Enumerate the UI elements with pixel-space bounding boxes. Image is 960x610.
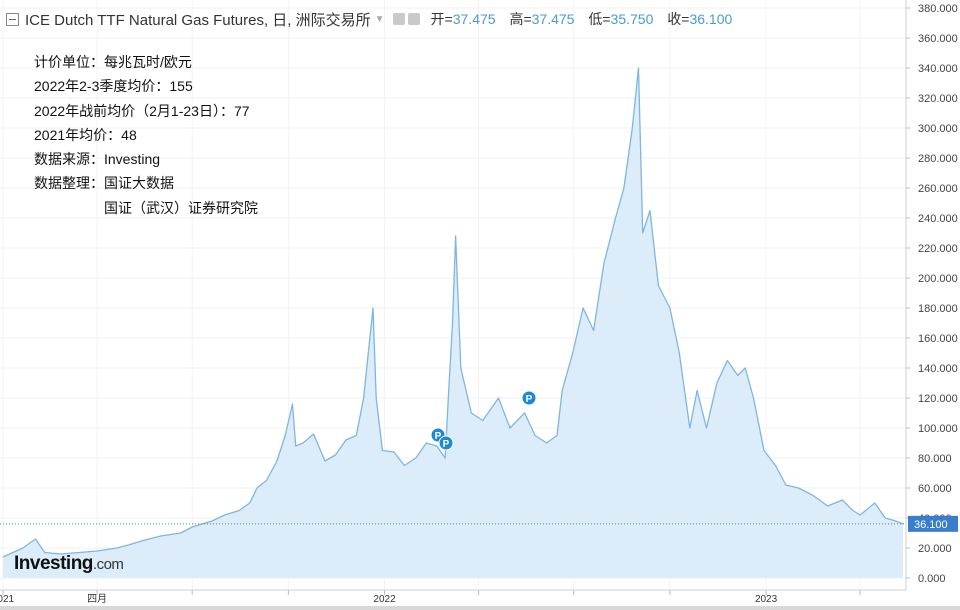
y-tick-label: 160.000 [918, 333, 958, 345]
close-value: 36.100 [689, 11, 733, 27]
x-tick-label: 2021 [0, 594, 15, 605]
ohlc-readout: 开=37.475 高=37.475 低=35.750 收=36.100 [431, 9, 743, 29]
annotation-notes: 计价单位：每兆瓦时/欧元 2022年2-3季度均价：155 2022年战前均价（… [34, 50, 258, 220]
y-tick-label: 360.000 [918, 33, 958, 45]
y-tick-label: 200.000 [918, 273, 958, 285]
low-value: 35.750 [610, 11, 654, 27]
event-marker-label: P [435, 431, 442, 442]
note-data-source: 数据来源：Investing [34, 151, 161, 168]
price-line [2, 67, 904, 558]
y-tick-label: 20.000 [918, 543, 952, 555]
instrument-title: ICE Dutch TTF Natural Gas Futures, 日, 洲际… [25, 11, 371, 29]
note-unit: 计价单位：每兆瓦时/欧元 [34, 54, 192, 70]
event-marker [521, 390, 537, 406]
note-q2q3-average: 2022年2-3季度均价：155 [34, 78, 193, 95]
chevron-down-icon[interactable]: ▼ [374, 13, 385, 25]
y-tick-label: 80.000 [918, 453, 952, 465]
close-label: 收= [667, 11, 690, 27]
y-tick-label: 140.000 [918, 363, 958, 375]
x-tick-label: 2022 [373, 594, 396, 605]
bottom-scrollbar[interactable] [0, 606, 960, 610]
event-marker-label: P [526, 394, 533, 405]
x-tick-label: 四月 [87, 593, 107, 605]
y-tick-label: 300.000 [918, 123, 958, 135]
y-tick-label: 220.000 [918, 243, 958, 255]
last-price-label: 36.100 [914, 519, 948, 531]
event-marker-label: P [443, 439, 450, 450]
note-prewar-average: 2022年战前均价（2月1-23日）：77 [34, 102, 250, 119]
y-tick-label: 60.000 [918, 483, 952, 495]
y-tick-label: 0.000 [918, 573, 946, 585]
y-tick-label: 260.000 [918, 183, 958, 195]
y-tick-label: 120.000 [918, 393, 958, 405]
y-tick-label: 180.000 [918, 303, 958, 315]
close-icon[interactable] [407, 13, 420, 25]
chart-header: ICE Dutch TTF Natural Gas Futures, 日, 洲际… [6, 8, 742, 30]
y-tick-label: 240.000 [918, 213, 958, 225]
x-tick-label: 2023 [755, 594, 778, 605]
y-tick-label: 100.000 [918, 423, 958, 435]
collapse-icon[interactable] [6, 12, 19, 26]
settings-icon[interactable] [392, 13, 405, 25]
event-marker [438, 435, 454, 451]
note-2021-average: 2021年均价：48 [34, 126, 137, 143]
y-tick-label: 320.000 [918, 93, 958, 105]
y-tick-label: 280.000 [918, 153, 958, 165]
y-tick-label: 340.000 [918, 63, 958, 75]
high-label: 高= [509, 11, 532, 27]
note-institute: 国证（武汉）证券研究院 [104, 199, 258, 216]
open-label: 开= [430, 11, 453, 27]
investing-logo: Investing.com [14, 553, 124, 574]
high-value: 37.475 [531, 11, 575, 27]
y-tick-label: 380.000 [918, 3, 958, 15]
last-price-badge [908, 515, 958, 532]
open-value: 37.475 [452, 11, 496, 27]
note-compiled-by: 数据整理：国证大数据 [34, 175, 174, 192]
low-label: 低= [588, 11, 611, 27]
